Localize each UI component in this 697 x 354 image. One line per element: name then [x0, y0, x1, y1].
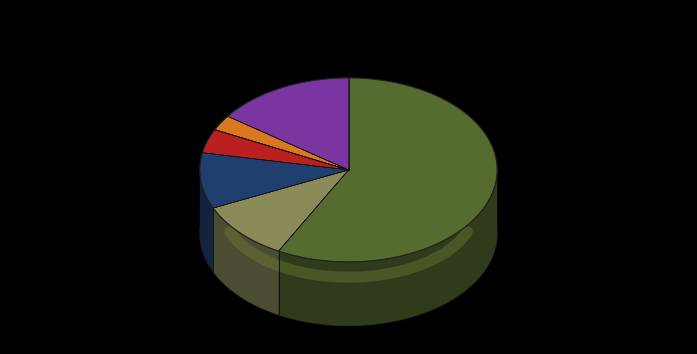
- Polygon shape: [200, 153, 348, 208]
- Polygon shape: [202, 130, 348, 170]
- Polygon shape: [228, 78, 348, 170]
- Polygon shape: [213, 208, 279, 315]
- Polygon shape: [200, 170, 213, 272]
- Polygon shape: [279, 78, 497, 262]
- Polygon shape: [279, 171, 497, 326]
- Ellipse shape: [200, 142, 497, 326]
- Polygon shape: [215, 130, 348, 170]
- Polygon shape: [213, 170, 348, 251]
- Polygon shape: [215, 116, 348, 170]
